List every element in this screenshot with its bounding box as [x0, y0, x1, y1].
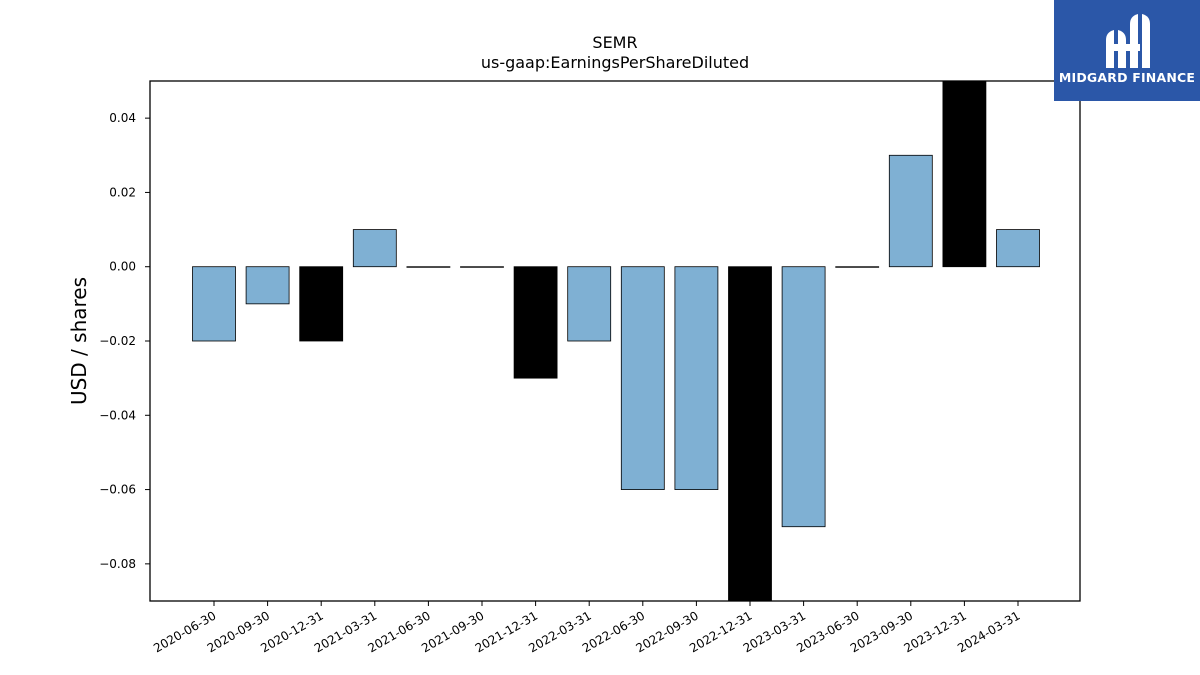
y-tick-label: 0.00	[109, 260, 136, 274]
bar-series	[192, 80, 1040, 602]
chart-subtitle: us-gaap:EarningsPerShareDiluted	[481, 53, 749, 72]
y-tick-label: −0.04	[99, 408, 136, 422]
midgard-mh-monogram-icon	[1106, 14, 1150, 68]
brand-name: MIDGARD FINANCE	[1058, 70, 1196, 85]
bar-2022-12-31	[728, 266, 772, 602]
bar-2020-06-30	[192, 266, 236, 342]
y-tick-label: −0.02	[99, 334, 136, 348]
bar-2021-12-31	[513, 266, 558, 379]
y-axis-label: USD / shares	[67, 277, 91, 405]
y-tick-label: 0.02	[109, 185, 136, 199]
bar-2022-09-30	[674, 266, 719, 490]
bar-2022-06-30	[620, 266, 665, 490]
chart-title: SEMR	[592, 33, 637, 52]
x-axis-ticks: 2020-06-302020-09-302020-12-312021-03-31…	[151, 601, 1023, 655]
bar-2023-03-31	[781, 266, 826, 528]
bar-2023-09-30	[888, 154, 933, 268]
y-tick-label: −0.06	[99, 483, 136, 497]
plot-frame	[149, 80, 1081, 602]
bar-2021-03-31	[352, 229, 397, 268]
bar-2020-09-30	[245, 266, 290, 305]
bar-2022-03-31	[567, 266, 612, 342]
brand-logo: MIDGARD FINANCE	[1054, 0, 1200, 101]
bar-2021-06-30	[406, 266, 451, 268]
bar-2021-09-30	[460, 266, 504, 268]
y-tick-label: 0.04	[109, 111, 136, 125]
bar-2020-12-31	[299, 266, 344, 342]
y-tick-label: −0.08	[99, 557, 136, 571]
bar-2023-12-31	[942, 80, 987, 268]
bar-2024-03-31	[996, 229, 1040, 268]
y-axis-ticks: −0.08 −0.06 −0.04 −0.02 0.00 0.02 0.04	[99, 111, 150, 571]
bar-2023-06-30	[835, 266, 880, 268]
